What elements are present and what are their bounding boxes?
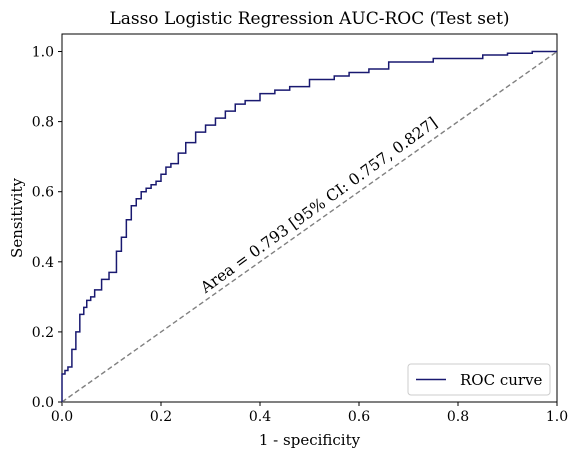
chart-title: Lasso Logistic Regression AUC-ROC (Test …	[109, 9, 509, 29]
legend-box	[407, 363, 551, 396]
y-tick-label: 1.0	[32, 45, 54, 61]
plot-area	[61, 33, 558, 403]
legend: ROC curve	[407, 363, 551, 396]
auc-annotation: Area = 0.793 [95% CI: 0.757, 0.827]	[197, 114, 441, 298]
x-axis-label: 1 - specificity	[259, 431, 361, 449]
y-tick-label: 0.8	[32, 115, 54, 131]
y-axis: 0.0 0.2 0.4 0.6 0.8 1.0	[32, 45, 62, 411]
x-tick-label: 0.4	[249, 409, 271, 425]
y-tick-label: 0.6	[32, 185, 54, 201]
y-tick-label: 0.4	[32, 255, 54, 271]
x-axis: 0.0 0.2 0.4 0.6 0.8 1.0	[51, 402, 568, 425]
series-layer	[61, 50, 558, 403]
x-tick-label: 0.0	[51, 409, 73, 425]
x-tick-label: 1.0	[546, 409, 568, 425]
y-axis-label: Sensitivity	[8, 178, 26, 258]
y-tick-label: 0.0	[32, 395, 54, 411]
legend-label-roc-curve: ROC curve	[460, 371, 543, 389]
x-tick-label: 0.8	[447, 409, 469, 425]
chance-diagonal-line	[61, 50, 558, 403]
roc-curve-line	[61, 50, 557, 402]
x-tick-label: 0.6	[348, 409, 370, 425]
x-tick-label: 0.2	[150, 409, 172, 425]
y-tick-label: 0.2	[32, 325, 54, 341]
